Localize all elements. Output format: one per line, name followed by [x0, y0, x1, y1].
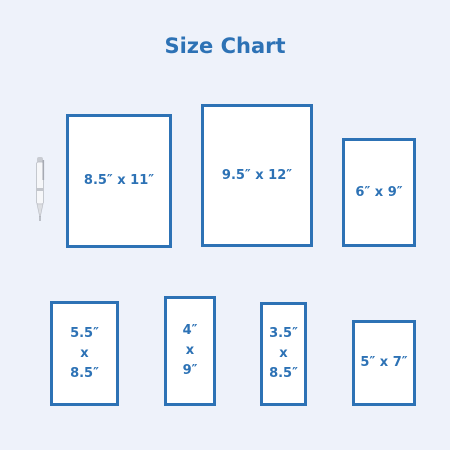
size-box-5x7: 5″ x 7″	[352, 320, 416, 406]
size-label: 3.5″ x 8.5″	[269, 326, 298, 381]
size-label: 5.5″ x 8.5″	[70, 325, 99, 381]
size-box-9.5x12: 9.5″ x 12″	[201, 104, 313, 247]
size-box-4x9: 4″ x 9″	[164, 296, 216, 406]
size-label: 9.5″ x 12″	[221, 167, 293, 183]
size-label: 5″ x 7″	[360, 355, 408, 370]
size-box-6x9: 6″ x 9″	[342, 138, 416, 247]
size-label: 4″ x 9″	[182, 323, 198, 378]
size-label: 8.5″ x 11″	[83, 173, 155, 188]
size-label: 6″ x 9″	[355, 184, 403, 200]
size-box-3.5x8.5: 3.5″ x 8.5″	[260, 302, 307, 406]
page-title: Size Chart	[164, 34, 286, 58]
size-box-8.5x11: 8.5″ x 11″	[66, 114, 172, 248]
size-box-5.5x8.5: 5.5″ x 8.5″	[50, 301, 119, 406]
pen-icon	[36, 157, 45, 221]
